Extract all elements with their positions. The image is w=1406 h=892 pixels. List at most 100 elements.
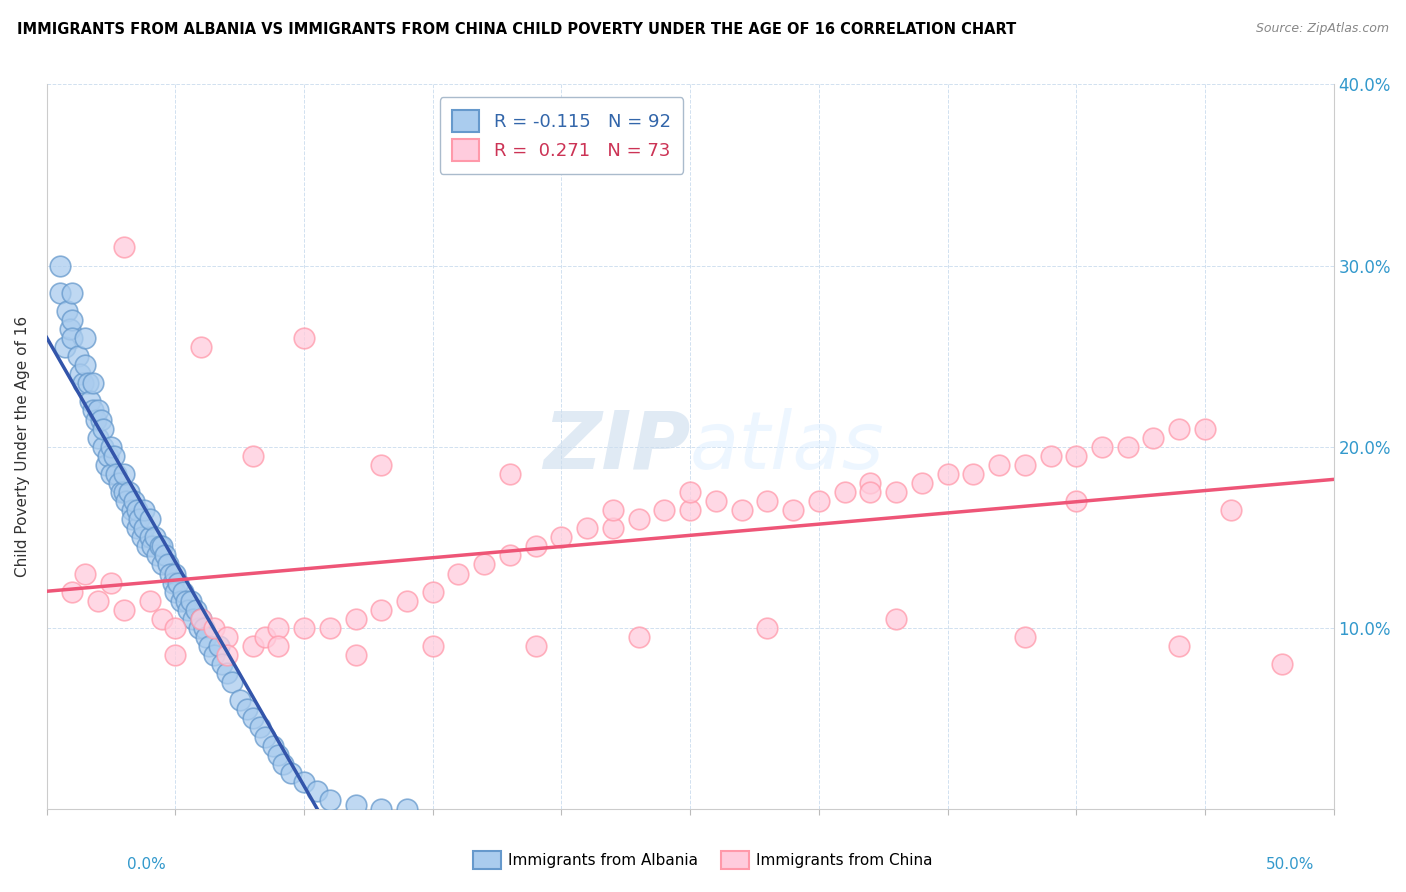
Point <box>395 802 418 816</box>
Point <box>56 304 79 318</box>
Point <box>82 376 104 391</box>
Point <box>627 630 650 644</box>
Point <box>1142 431 1164 445</box>
Point <box>60 285 83 300</box>
Point <box>273 756 295 771</box>
Point <box>112 485 135 500</box>
Point <box>152 612 174 626</box>
Text: 50.0%: 50.0% <box>1267 857 1315 872</box>
Point <box>193 621 215 635</box>
Point <box>190 340 212 354</box>
Point <box>280 765 302 780</box>
Point <box>136 539 159 553</box>
Point <box>262 739 284 753</box>
Point <box>344 612 367 626</box>
Point <box>202 621 225 635</box>
Point <box>936 467 959 481</box>
Point <box>292 774 315 789</box>
Point <box>79 394 101 409</box>
Point <box>254 730 277 744</box>
Point <box>305 784 328 798</box>
Point <box>249 721 271 735</box>
Point <box>215 648 238 662</box>
Point <box>911 475 934 490</box>
Point <box>159 566 181 581</box>
Point <box>221 675 243 690</box>
Point <box>112 240 135 254</box>
Point <box>602 503 624 517</box>
Point <box>782 503 804 517</box>
Point <box>292 331 315 345</box>
Point <box>82 403 104 417</box>
Point <box>679 485 702 500</box>
Point <box>149 539 172 553</box>
Point <box>87 431 110 445</box>
Y-axis label: Child Poverty Under the Age of 16: Child Poverty Under the Age of 16 <box>15 316 30 577</box>
Point <box>242 711 264 725</box>
Point <box>143 530 166 544</box>
Point <box>156 558 179 572</box>
Point <box>75 566 97 581</box>
Point <box>84 412 107 426</box>
Point <box>524 639 547 653</box>
Point <box>730 503 752 517</box>
Point <box>422 584 444 599</box>
Point <box>105 467 128 481</box>
Point <box>228 693 250 707</box>
Point <box>807 494 830 508</box>
Point <box>576 521 599 535</box>
Point <box>319 793 342 807</box>
Point <box>100 575 122 590</box>
Point <box>215 630 238 644</box>
Point <box>167 575 190 590</box>
Point <box>121 503 143 517</box>
Point <box>75 331 97 345</box>
Point <box>100 440 122 454</box>
Point <box>153 549 176 563</box>
Point <box>236 702 259 716</box>
Text: 0.0%: 0.0% <box>127 857 166 872</box>
Point <box>627 512 650 526</box>
Point <box>184 603 207 617</box>
Point <box>138 593 160 607</box>
Point <box>165 566 187 581</box>
Point <box>94 458 117 472</box>
Point <box>165 648 187 662</box>
Point <box>859 475 882 490</box>
Point <box>138 512 160 526</box>
Point <box>60 313 83 327</box>
Point <box>242 639 264 653</box>
Point <box>118 485 141 500</box>
Point <box>169 593 191 607</box>
Point <box>134 503 156 517</box>
Point <box>53 340 76 354</box>
Point <box>66 349 89 363</box>
Point <box>370 458 392 472</box>
Point <box>59 322 82 336</box>
Text: IMMIGRANTS FROM ALBANIA VS IMMIGRANTS FROM CHINA CHILD POVERTY UNDER THE AGE OF : IMMIGRANTS FROM ALBANIA VS IMMIGRANTS FR… <box>17 22 1017 37</box>
Point <box>177 603 200 617</box>
Point <box>242 449 264 463</box>
Point <box>152 558 174 572</box>
Point <box>131 530 153 544</box>
Point <box>180 593 202 607</box>
Point <box>76 376 98 391</box>
Point <box>125 503 148 517</box>
Point <box>254 630 277 644</box>
Point <box>988 458 1011 472</box>
Point <box>884 485 907 500</box>
Point <box>91 440 114 454</box>
Point <box>190 612 212 626</box>
Point <box>654 503 676 517</box>
Point <box>48 285 70 300</box>
Point <box>422 639 444 653</box>
Point <box>121 512 143 526</box>
Point <box>107 475 129 490</box>
Point <box>187 621 209 635</box>
Point <box>146 549 169 563</box>
Legend: R = -0.115   N = 92, R =  0.271   N = 73: R = -0.115 N = 92, R = 0.271 N = 73 <box>440 97 683 174</box>
Point <box>267 639 290 653</box>
Point <box>267 747 290 762</box>
Text: Source: ZipAtlas.com: Source: ZipAtlas.com <box>1256 22 1389 36</box>
Point <box>134 521 156 535</box>
